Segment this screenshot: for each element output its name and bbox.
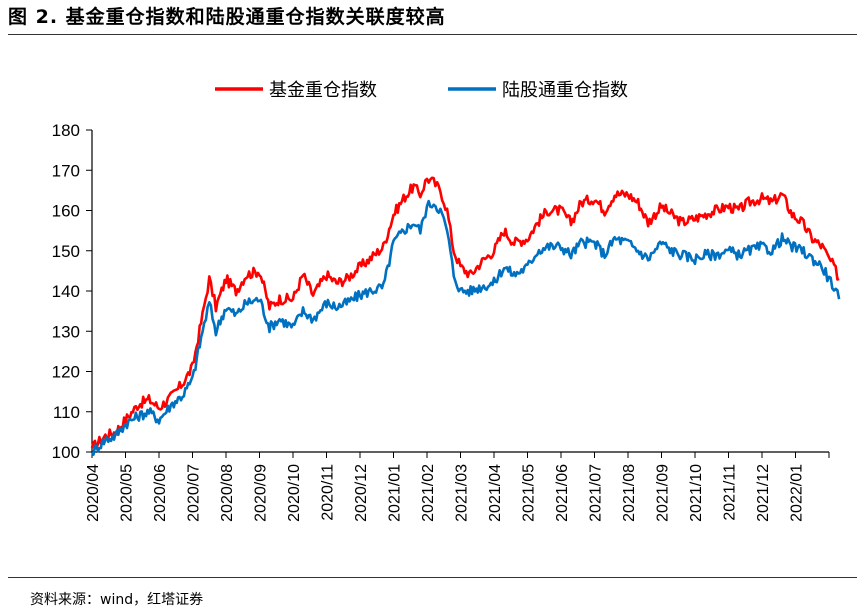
chart-axes: 100 110 120 130 140 150 160 170 180 2020/04 2020/0… <box>52 121 830 522</box>
x-tick-label: 2021/04 <box>487 464 504 522</box>
x-tick-label: 2020/11 <box>320 464 337 521</box>
x-tick-label: 2021/06 <box>554 464 571 522</box>
y-tick-label: 160 <box>52 202 80 221</box>
x-tick-label: 2021/07 <box>588 464 605 522</box>
x-tick-label: 2020/09 <box>253 464 270 522</box>
y-tick-label: 120 <box>52 363 80 382</box>
y-tick-label: 150 <box>52 242 80 261</box>
y-tick-label: 110 <box>53 403 80 422</box>
x-tick-label: 2020/08 <box>219 464 236 522</box>
x-tick-label: 2021/03 <box>454 464 471 522</box>
footer-divider <box>8 577 857 578</box>
x-tick-label: 2021/09 <box>655 464 672 522</box>
y-tick-label: 140 <box>52 282 80 301</box>
y-tick-label: 130 <box>52 322 80 341</box>
x-tick-label: 2020/05 <box>119 464 136 522</box>
x-tick-label: 2020/04 <box>85 464 102 522</box>
title-divider <box>8 34 857 35</box>
y-tick-label: 100 <box>52 443 80 462</box>
y-tick-label: 170 <box>52 161 80 180</box>
y-tick-label: 180 <box>52 121 80 140</box>
series-line-fund <box>90 176 840 450</box>
x-tick-label: 2021/02 <box>420 464 437 522</box>
x-tick-label: 2021/12 <box>755 464 772 522</box>
legend-label: 基金重仓指数 <box>269 80 377 101</box>
x-tick-label: 2021/10 <box>688 464 705 522</box>
chart-legend: 基金重仓指数 陆股通重仓指数 <box>215 80 628 101</box>
line-chart: 基金重仓指数 陆股通重仓指数 100 110 120 130 140 150 160 170 18… <box>52 80 841 522</box>
x-tick-label: 2021/08 <box>621 464 638 522</box>
x-tick-label: 2020/12 <box>353 464 370 522</box>
x-tick-label: 2022/01 <box>789 464 806 522</box>
x-tick-label: 2020/06 <box>152 464 169 522</box>
legend-label: 陆股通重仓指数 <box>502 80 628 101</box>
x-tick-label: 2021/01 <box>387 464 404 522</box>
figure-title: 图 2. 基金重仓指数和陆股通重仓指数关联度较高 <box>8 6 446 28</box>
x-tick-label: 2021/05 <box>521 464 538 522</box>
source-note: 资料来源：wind，红塔证券 <box>30 592 204 608</box>
series-layer <box>90 176 841 456</box>
x-tick-label: 2020/10 <box>286 464 303 522</box>
x-tick-label: 2021/11 <box>722 464 739 521</box>
series-line-northbound <box>90 199 841 456</box>
x-tick-label: 2020/07 <box>186 464 203 522</box>
